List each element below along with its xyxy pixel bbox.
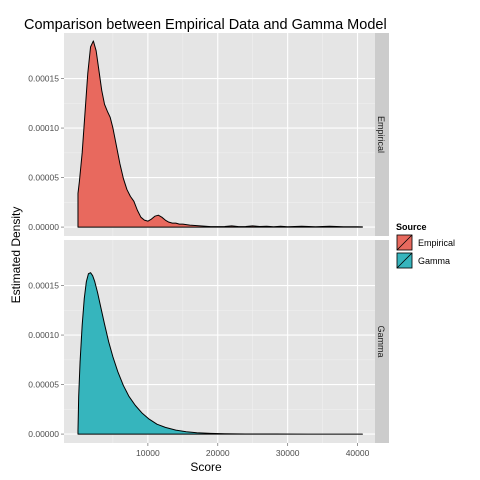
- legend-label-gamma: Gamma: [418, 256, 450, 266]
- facet-label-gamma: Gamma: [376, 325, 386, 357]
- y-tick-label: 0.00005: [28, 173, 59, 183]
- y-tick-label: 0.00010: [28, 123, 59, 133]
- y-tick-label: 0.00005: [28, 380, 59, 390]
- legend-label-empirical: Empirical: [418, 238, 455, 248]
- x-tick-label: 40000: [346, 448, 370, 458]
- legend: Source Empirical Gamma: [396, 222, 455, 269]
- x-tick-label: 30000: [276, 448, 300, 458]
- chart-title: Comparison between Empirical Data and Ga…: [24, 17, 387, 33]
- x-tick-label: 10000: [136, 448, 160, 458]
- y-tick-label: 0.00015: [28, 281, 59, 291]
- facet-label-empirical: Empirical: [376, 116, 386, 153]
- x-axis-title: Score: [190, 460, 222, 474]
- bottom-panel-y-axis: 0.00000 0.00005 0.00010 0.00015: [28, 281, 64, 440]
- x-axis: 10000 20000 30000 40000: [136, 443, 370, 458]
- top-panel-y-axis: 0.00000 0.00005 0.00010 0.00015: [28, 74, 64, 233]
- legend-title: Source: [396, 222, 427, 232]
- y-axis-title: Estimated Density: [9, 207, 23, 304]
- y-tick-label: 0.00000: [28, 222, 59, 232]
- y-tick-label: 0.00015: [28, 74, 59, 84]
- bottom-panel: 0.00000 0.00005 0.00010 0.00015 Gamma: [28, 240, 389, 443]
- legend-items: Empirical Gamma: [396, 234, 455, 269]
- x-tick-label: 20000: [206, 448, 230, 458]
- y-tick-label: 0.00010: [28, 330, 59, 340]
- y-tick-label: 0.00000: [28, 429, 59, 439]
- top-panel: 0.00000 0.00005 0.00010 0.00015 Empirical: [28, 33, 389, 236]
